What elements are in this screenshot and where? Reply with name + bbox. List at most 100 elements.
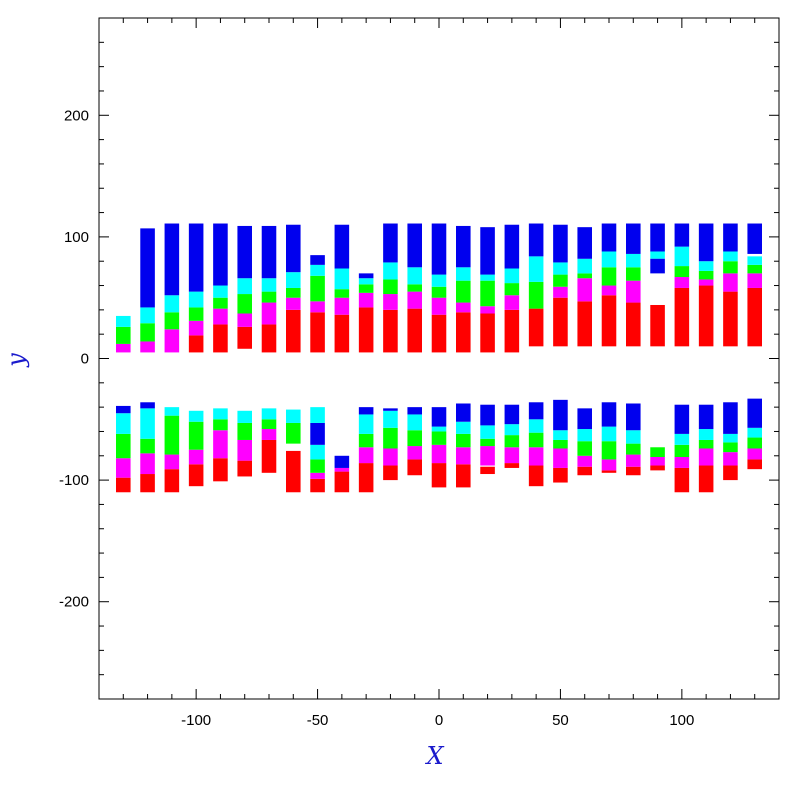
lower-bar-segment-green (577, 441, 592, 456)
upper-bar-segment-cyan (747, 256, 762, 265)
lower-bar-segment-magenta (116, 458, 131, 478)
lower-bar-segment-green (140, 438, 155, 454)
lower-bar-segment-blue (116, 405, 131, 414)
upper-bar-segment-red (747, 287, 762, 347)
lower-bar-segment-magenta (698, 448, 714, 466)
lower-bar-segment-cyan (188, 410, 204, 422)
lower-bar-segment-red (334, 471, 350, 493)
lower-bar-segment-red (577, 466, 592, 476)
lower-bar-segment-green (383, 427, 398, 449)
upper-bar-segment-cyan (358, 278, 374, 285)
lower-bar-segment-green (480, 438, 495, 447)
upper-bar-segment-blue (358, 273, 374, 279)
lower-bar-segment-cyan (407, 414, 422, 431)
x-axis-title: X (424, 742, 444, 770)
upper-bar-segment-red (674, 287, 690, 347)
lower-bar-segment-green (650, 447, 665, 458)
upper-bar-segment-magenta (577, 278, 592, 302)
lower-bar-segment-blue (747, 398, 762, 428)
lower-bar-segment-cyan (140, 408, 155, 439)
upper-bar-segment-magenta (310, 301, 325, 313)
lower-bar-segment-cyan (286, 409, 301, 423)
upper-bar-segment-cyan (261, 278, 277, 292)
lower-bar-segment-green (237, 422, 252, 440)
lower-bar-segment-blue (358, 407, 374, 415)
lower-bar-segment-cyan (577, 429, 592, 442)
lower-bar-segment-cyan (431, 426, 447, 432)
upper-bar-segment-cyan (286, 272, 301, 288)
x-tick-label: -100 (181, 712, 211, 729)
y-axis-title: y (2, 353, 30, 368)
upper-bar-segment-green (237, 294, 252, 314)
lower-bar-segment-blue (601, 402, 617, 427)
lower-bar-segment-red (553, 467, 568, 483)
lower-bar-segment-blue (407, 407, 422, 415)
upper-bar-segment-green (140, 323, 155, 342)
upper-bar-segment-magenta (213, 308, 228, 325)
lower-bar-segment-magenta (528, 447, 544, 466)
lower-bar-segment-green (601, 441, 617, 460)
upper-bar-segment-cyan (601, 251, 617, 268)
upper-bar-segment-cyan (528, 256, 544, 282)
x-tick-label: 100 (669, 712, 694, 729)
upper-bar-segment-cyan (650, 251, 665, 259)
lower-bar-segment-red (601, 470, 617, 473)
upper-bar-segment-green (310, 275, 325, 302)
lower-bar-segment-blue (480, 404, 495, 426)
lower-bar-segment-green (261, 419, 277, 430)
upper-bar-segment-red (213, 324, 228, 353)
upper-bar-segment-red (528, 308, 544, 347)
lower-bar-segment-red (480, 466, 495, 475)
upper-bar-segment-green (286, 287, 301, 298)
lower-bar-segment-green (286, 422, 301, 444)
lower-bar-segment-blue (383, 408, 398, 411)
upper-bar-segment-cyan (164, 295, 180, 313)
lower-bar-segment-magenta (626, 454, 641, 467)
lower-bar-segment-red (747, 459, 762, 470)
lower-bar-segment-cyan (528, 419, 544, 433)
lower-bar-segment-blue (698, 404, 714, 430)
plot-frame (98, 17, 780, 700)
lower-bar-segment-blue (140, 402, 155, 409)
lower-bar-segment-magenta (431, 444, 447, 464)
x-tick-label: 0 (435, 712, 443, 729)
lower-bar-segment-green (164, 415, 180, 455)
lower-bar-segment-red (261, 439, 277, 473)
lower-bar-segment-blue (456, 403, 471, 422)
upper-bar-segment-cyan (140, 307, 155, 324)
upper-bar-segment-cyan (188, 291, 204, 308)
upper-bar-segment-blue (164, 223, 180, 296)
lower-bar-segment-cyan (456, 421, 471, 434)
upper-bar-segment-green (504, 283, 520, 296)
upper-bar-segment-blue (504, 224, 520, 269)
upper-bar-segment-blue (140, 228, 155, 308)
lower-bar-segment-cyan (237, 410, 252, 423)
upper-bar-segment-magenta (237, 313, 252, 327)
upper-bar-segment-green (383, 279, 398, 295)
lower-bar-segment-green (456, 433, 471, 448)
upper-bar-segment-green (116, 326, 131, 344)
upper-bar-segment-magenta (504, 295, 520, 310)
upper-bar-segment-blue (723, 223, 738, 252)
lower-bar-segment-magenta (480, 446, 495, 466)
lower-bar-segment-cyan (213, 408, 228, 420)
y-tick-label: 200 (64, 107, 89, 124)
lower-bar-segment-blue (577, 408, 592, 430)
lower-bar-segment-cyan (310, 444, 325, 460)
upper-bar-segment-cyan (698, 261, 714, 271)
upper-bar-segment-cyan (116, 315, 131, 327)
upper-bar-segment-green (188, 307, 204, 321)
upper-bar-segment-cyan (383, 262, 398, 280)
upper-bar-segment-magenta (358, 292, 374, 308)
upper-bar-segment-green (528, 281, 544, 309)
lower-bar-segment-red (310, 478, 325, 493)
lower-bar-segment-red (286, 450, 301, 493)
lower-bar-segment-magenta (358, 447, 374, 464)
lower-bar-segment-red (723, 465, 738, 481)
upper-bar-segment-magenta (480, 306, 495, 314)
upper-bar-segment-red (286, 309, 301, 353)
x-tick-label: 50 (552, 712, 569, 729)
y-tick-label: -200 (59, 594, 89, 611)
lower-bar-segment-magenta (674, 457, 690, 468)
upper-bar-segment-red (431, 314, 447, 353)
